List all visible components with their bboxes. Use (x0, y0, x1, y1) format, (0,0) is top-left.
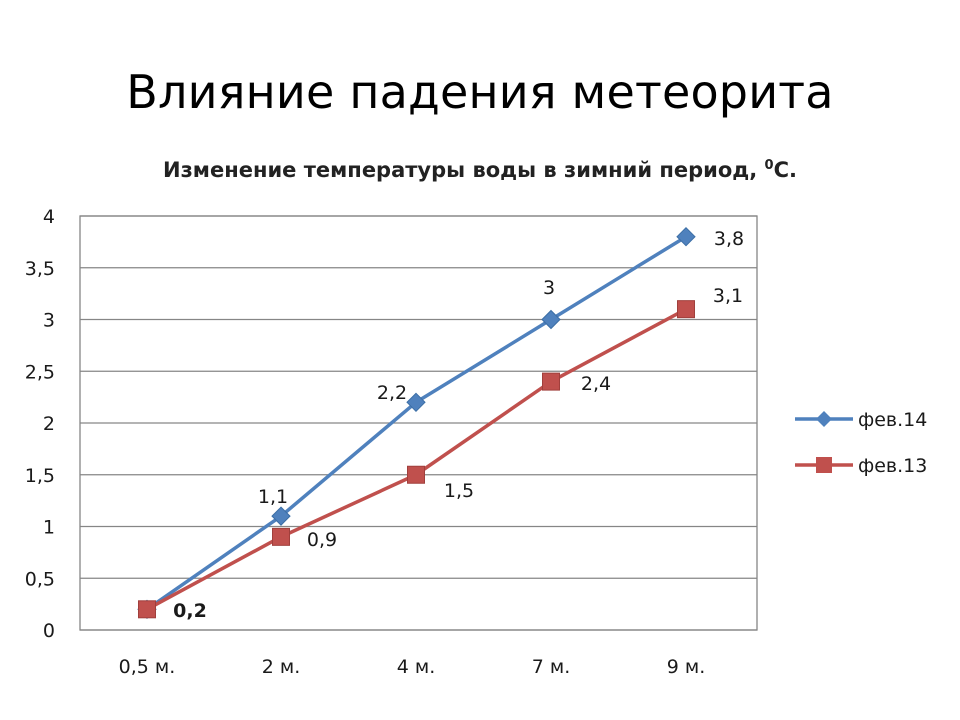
data-label-feb13: 0,9 (307, 529, 337, 551)
diamond-marker (676, 226, 696, 247)
diamond-marker (406, 392, 426, 413)
data-label-feb14: 2,2 (377, 382, 407, 404)
legend-label-feb14: фев.14 (858, 409, 927, 431)
y-tick-label: 2,5 (25, 361, 55, 383)
x-tick-label: 0,5 м. (119, 656, 176, 678)
diamond-marker (541, 309, 561, 330)
y-tick-label: 4 (43, 206, 55, 228)
data-label-feb13: 3,1 (713, 285, 743, 307)
data-label-feb14: 1,1 (258, 486, 288, 508)
slide-title: Влияние падения метеорита (126, 65, 834, 119)
square-marker (272, 527, 290, 546)
data-label-feb13: 1,5 (444, 480, 474, 502)
y-tick-label: 1 (43, 517, 55, 539)
diamond-marker (271, 506, 291, 526)
data-label-feb14: 3,8 (714, 228, 744, 250)
x-tick-label: 7 м. (532, 656, 571, 678)
chart-title-unit: С. (773, 158, 797, 182)
data-label-feb13: 2,4 (581, 373, 611, 395)
series-line-feb13 (146, 307, 687, 611)
legend-marker-feb14 (816, 411, 832, 427)
chart-title-degree-sup: 0 (764, 158, 774, 173)
plot-area (79, 215, 758, 631)
data-label-feb13: 0,2 (173, 600, 207, 622)
chart-title-text: Изменение температуры воды в зимний пери… (163, 158, 765, 182)
square-marker (542, 372, 560, 391)
x-tick-label: 4 м. (397, 656, 436, 678)
legend-label-feb13: фев.13 (858, 455, 927, 477)
y-tick-label: 2 (43, 413, 55, 435)
y-tick-label: 1,5 (25, 465, 55, 487)
square-marker (407, 465, 425, 484)
y-tick-label: 3,5 (25, 258, 55, 280)
square-marker (677, 300, 695, 319)
square-marker (138, 600, 156, 619)
legend-marker-feb13 (816, 457, 832, 473)
data-label-feb14: 3 (543, 277, 555, 299)
y-tick-label: 3 (43, 310, 55, 332)
x-tick-label: 9 м. (667, 656, 706, 678)
y-tick-label: 0 (43, 620, 55, 642)
y-tick-label: 0,5 (25, 568, 55, 590)
x-tick-label: 2 м. (262, 656, 301, 678)
chart-title: Изменение температуры воды в зимний пери… (0, 152, 960, 184)
